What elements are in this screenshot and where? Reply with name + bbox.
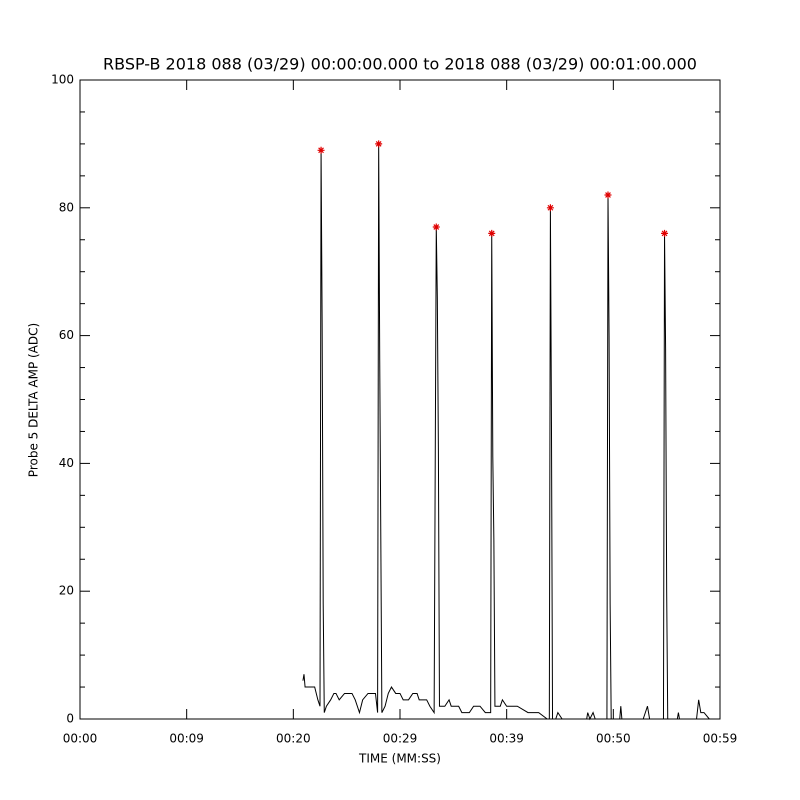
peak-marker: [317, 146, 325, 154]
peak-marker: [375, 140, 383, 148]
y-tick-label: 100: [51, 73, 74, 87]
x-tick-label: 00:29: [383, 732, 418, 746]
y-tick-label: 0: [66, 712, 74, 726]
x-axis-label: TIME (MM:SS): [358, 752, 441, 766]
data-line: [302, 143, 710, 721]
x-tick-label: 00:39: [489, 732, 524, 746]
peak-marker: [661, 229, 669, 237]
x-tick-label: 00:50: [596, 732, 631, 746]
chart-title: RBSP-B 2018 088 (03/29) 00:00:00.000 to …: [103, 55, 697, 74]
y-tick-label: 20: [59, 584, 74, 598]
x-tick-label: 00:09: [169, 732, 204, 746]
peak-marker: [488, 229, 496, 237]
peak-marker: [604, 191, 612, 199]
y-tick-label: 60: [59, 328, 74, 342]
y-axis-label: Probe 5 DELTA AMP (ADC): [27, 323, 41, 477]
peak-marker: [432, 223, 440, 231]
peak-marker: [546, 204, 554, 212]
plot-frame: [79, 79, 721, 720]
x-tick-label: 00:59: [703, 732, 738, 746]
x-tick-label: 00:20: [276, 732, 311, 746]
x-tick-label: 00:00: [63, 732, 98, 746]
y-tick-label: 80: [59, 200, 74, 214]
y-tick-label: 40: [59, 456, 74, 470]
